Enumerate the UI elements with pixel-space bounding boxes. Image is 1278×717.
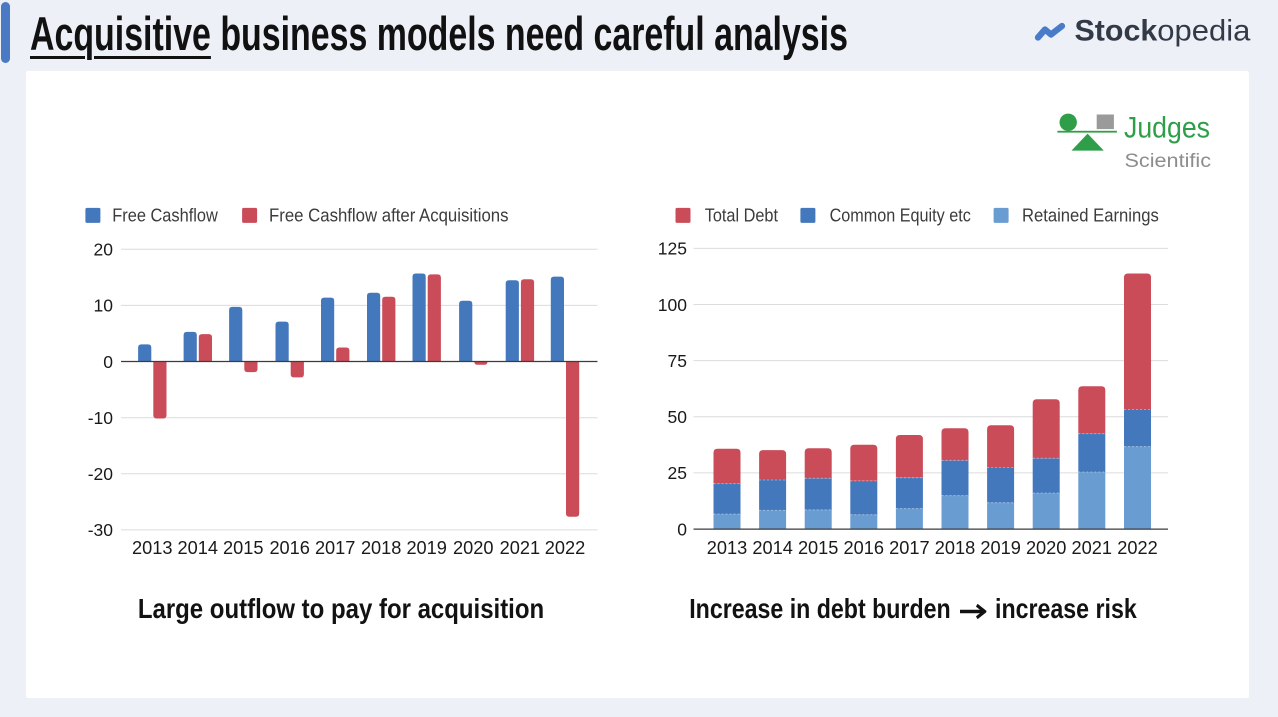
svg-text:50: 50 bbox=[668, 407, 688, 427]
svg-text:2020: 2020 bbox=[453, 537, 494, 558]
svg-text:2022: 2022 bbox=[545, 537, 586, 558]
svg-text:75: 75 bbox=[668, 351, 687, 371]
svg-text:2014: 2014 bbox=[752, 537, 793, 558]
svg-text:2018: 2018 bbox=[935, 537, 976, 558]
svg-text:25: 25 bbox=[668, 463, 687, 483]
svg-text:2016: 2016 bbox=[269, 537, 310, 558]
svg-text:2021: 2021 bbox=[500, 537, 541, 558]
svg-text:Judges: Judges bbox=[1124, 112, 1210, 145]
svg-text:2014: 2014 bbox=[178, 537, 219, 558]
svg-text:Retained Earnings: Retained Earnings bbox=[1022, 206, 1159, 226]
svg-text:2020: 2020 bbox=[1026, 537, 1067, 558]
svg-text:0: 0 bbox=[103, 352, 113, 372]
svg-text:2013: 2013 bbox=[132, 537, 173, 558]
svg-text:Total Debt: Total Debt bbox=[705, 206, 778, 226]
svg-text:0: 0 bbox=[677, 519, 687, 539]
svg-text:Stockopedia: Stockopedia bbox=[1075, 15, 1251, 48]
svg-text:2018: 2018 bbox=[361, 537, 402, 558]
svg-text:2016: 2016 bbox=[844, 537, 885, 558]
svg-text:100: 100 bbox=[658, 295, 687, 315]
svg-text:2017: 2017 bbox=[889, 537, 930, 558]
svg-text:125: 125 bbox=[658, 239, 687, 259]
svg-text:Free Cashflow: Free Cashflow bbox=[112, 206, 218, 226]
svg-text:-10: -10 bbox=[88, 408, 114, 428]
svg-text:10: 10 bbox=[94, 296, 114, 316]
svg-text:2015: 2015 bbox=[223, 537, 263, 558]
svg-text:-20: -20 bbox=[88, 464, 114, 484]
svg-text:2017: 2017 bbox=[315, 537, 356, 558]
svg-text:2022: 2022 bbox=[1117, 537, 1158, 558]
svg-text:Scientific: Scientific bbox=[1125, 150, 1212, 172]
svg-text:-30: -30 bbox=[88, 520, 114, 540]
svg-text:2021: 2021 bbox=[1072, 537, 1113, 558]
svg-text:2019: 2019 bbox=[406, 537, 447, 558]
svg-text:Free Cashflow after Acquisitio: Free Cashflow after Acquisitions bbox=[269, 206, 509, 226]
svg-text:20: 20 bbox=[94, 240, 114, 260]
svg-text:2013: 2013 bbox=[707, 537, 748, 558]
svg-text:2015: 2015 bbox=[798, 537, 839, 558]
svg-text:2019: 2019 bbox=[980, 537, 1021, 558]
svg-text:Common Equity etc: Common Equity etc bbox=[830, 206, 971, 226]
